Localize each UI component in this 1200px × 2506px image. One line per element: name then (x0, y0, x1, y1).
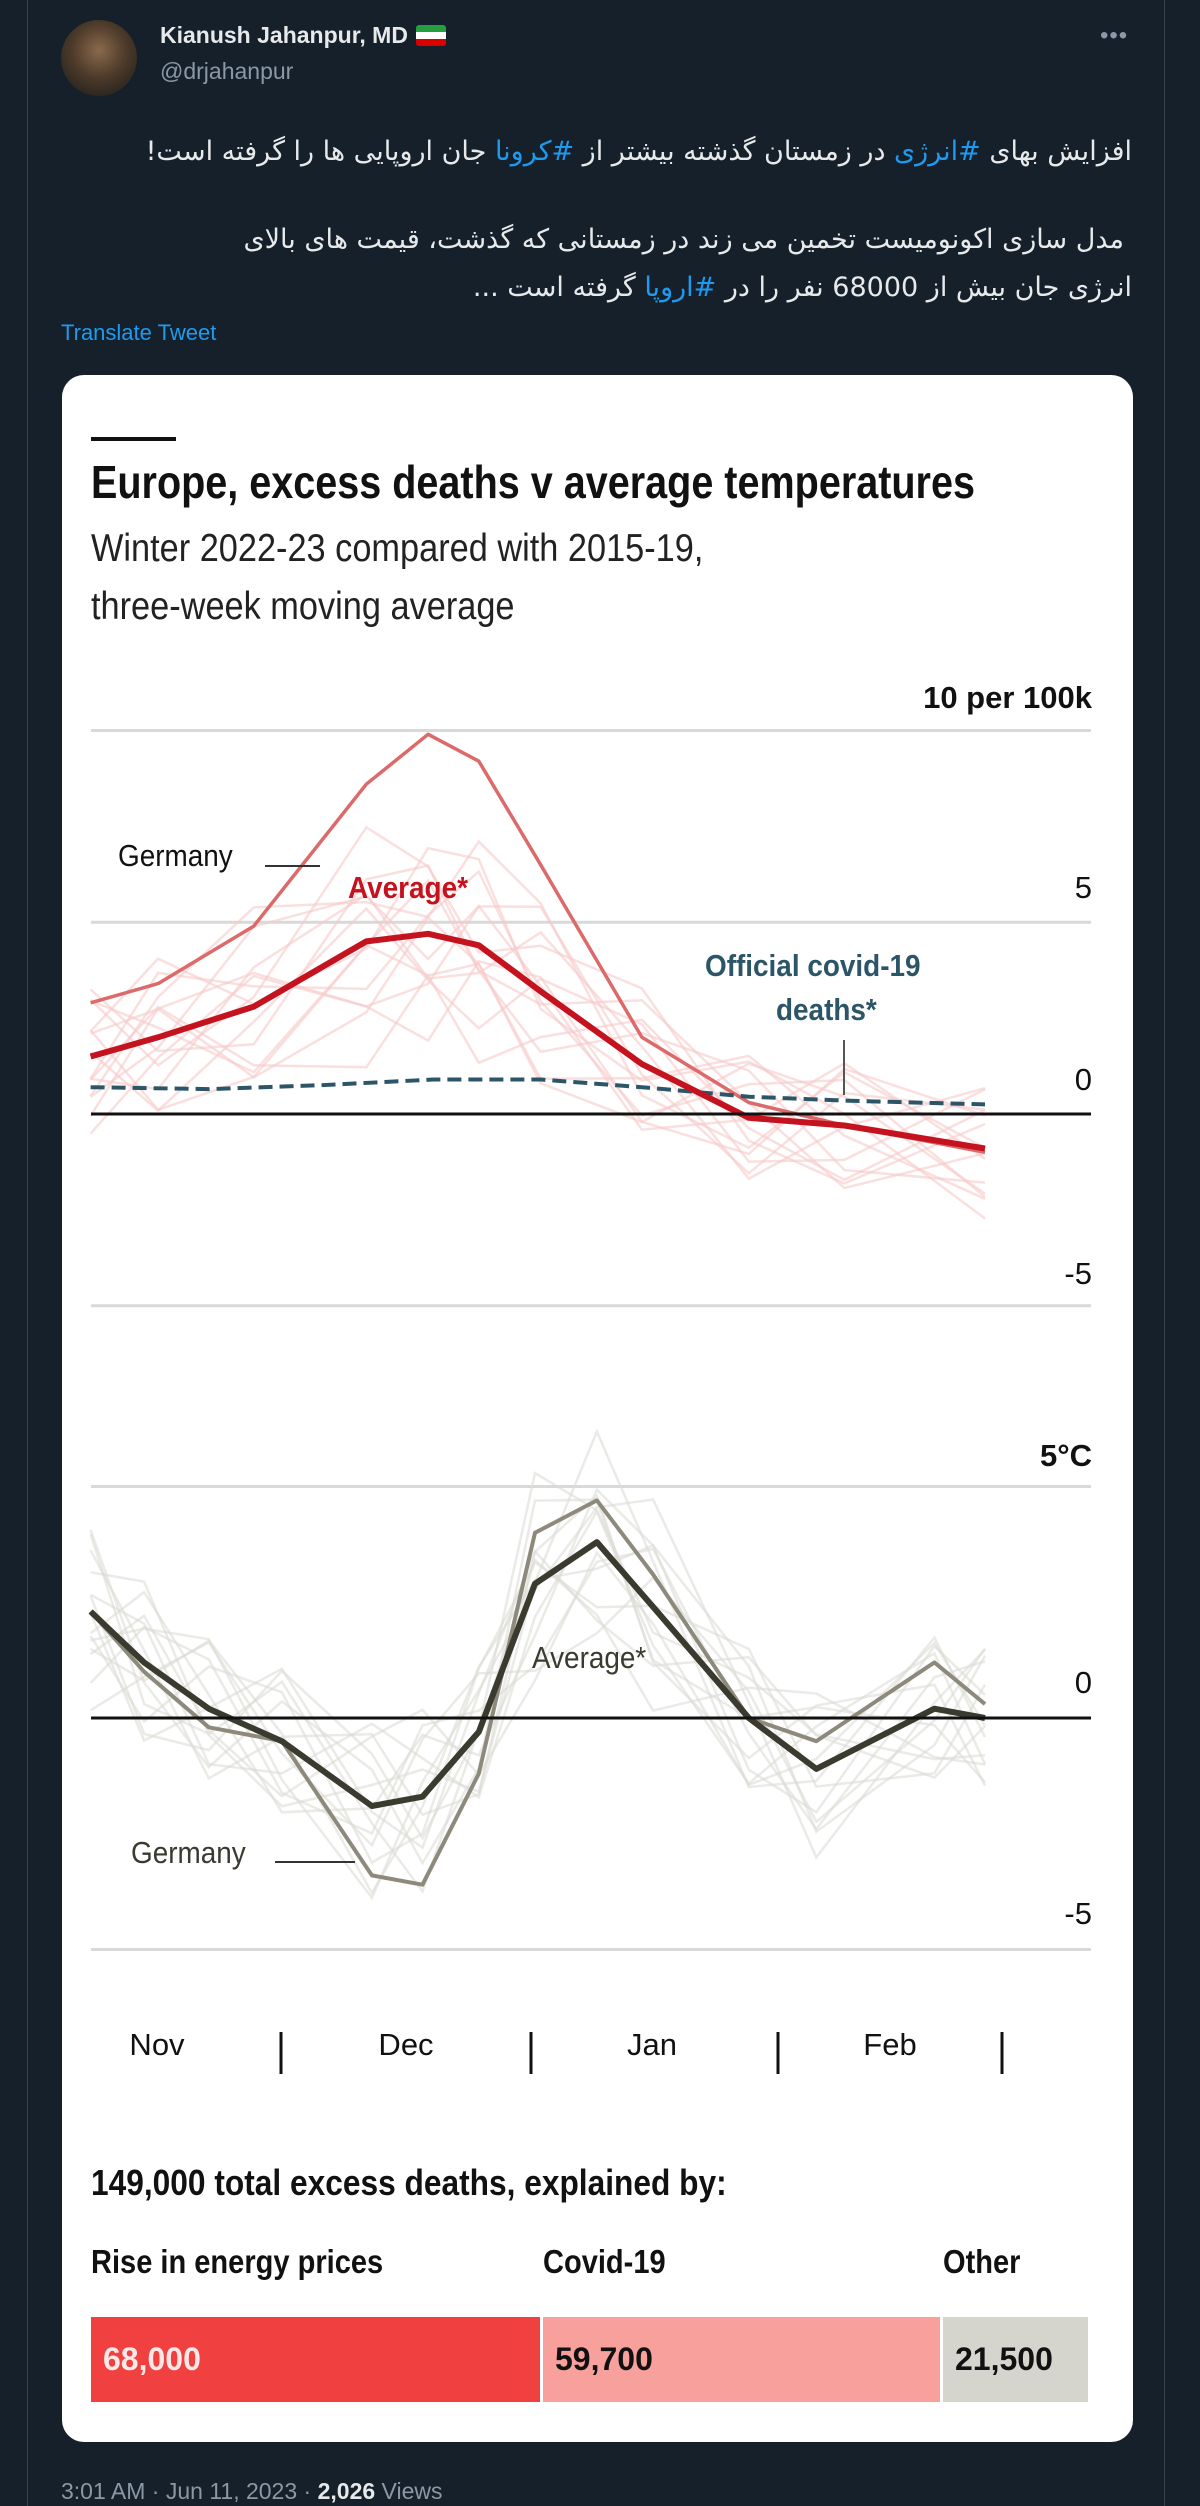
germany-deaths-label: Germany (118, 838, 233, 873)
country-line (90, 1428, 987, 1808)
y-tick-label: 0 (1074, 1062, 1092, 1097)
germany-temp-line (89, 1498, 987, 1887)
summary-heading: 149,000 total excess deaths, explained b… (91, 2162, 727, 2203)
y-tick-label: -5 (1064, 1256, 1092, 1291)
category-energy-label: Rise in energy prices (91, 2243, 384, 2280)
tweet-text-line-3: انرژی جان بیش از 68000 نفر را در #اروپا … (472, 272, 1132, 303)
author-handle[interactable]: @drjahanpur (160, 58, 294, 84)
translate-tweet-link[interactable]: Translate Tweet (61, 320, 217, 345)
country-line (90, 1498, 986, 1901)
chart-title: Europe, excess deaths v average temperat… (91, 456, 975, 508)
covid-label-1: Official covid-19 (705, 948, 921, 983)
germany-temp-label: Germany (131, 1835, 246, 1870)
avatar[interactable] (61, 20, 137, 96)
country-line (89, 1493, 987, 1817)
timeline-border-right (1164, 0, 1165, 2506)
average-deaths-label: Average* (348, 870, 468, 905)
country-line (90, 892, 986, 1181)
average-temp-line (88, 1539, 986, 1809)
category-covid-label: Covid-19 (543, 2243, 666, 2280)
hashtag-link[interactable]: #کرونا (494, 136, 575, 167)
bar-value-label: 21,500 (955, 2341, 1053, 2377)
country-line (89, 846, 986, 1220)
country-line (89, 864, 986, 1190)
y-axis-unit-temp: 5°C (1039, 1438, 1092, 1473)
tweet-text-line-1: افزایش بهای #انرژی در زمستان گذشته بیشتر… (145, 136, 1132, 167)
bar-other: 21,500 (943, 2317, 1088, 2402)
y-tick-label: 5 (1074, 870, 1092, 905)
iran-flag-icon (415, 25, 446, 46)
bar-energy: 68,000 (91, 2317, 540, 2402)
tweet-timestamp[interactable]: 3:01 AM · Jun 11, 2023 · 2,026 Views (61, 2478, 443, 2504)
y-axis-unit-deaths: 10 per 100k (923, 680, 1092, 715)
country-line (89, 1498, 986, 1866)
x-tick-jan: Jan (627, 2027, 677, 2062)
title-accent-bar (91, 437, 176, 441)
views-count: 2,026 (317, 2478, 376, 2504)
chart-image[interactable] (62, 375, 1133, 2442)
country-line (89, 1543, 987, 1896)
bar-value-label: 68,000 (103, 2341, 201, 2377)
category-other-label: Other (943, 2243, 1021, 2280)
country-line (89, 894, 986, 1175)
average-deaths-line (89, 930, 986, 1152)
country-line (89, 869, 986, 1199)
tweet-text-line-2: مدل سازی اکونومیست تخمین می زند در زمستا… (243, 224, 1124, 255)
covid-label-2: deaths* (776, 992, 877, 1027)
average-temp-label: Average* (532, 1640, 647, 1675)
timeline-border-left (27, 0, 28, 2506)
bar-covid: 59,700 (543, 2317, 940, 2402)
bar-value-label: 59,700 (555, 2341, 653, 2377)
chart-subtitle-1: Winter 2022-23 compared with 2015-19, (91, 527, 704, 570)
hashtag-link[interactable]: #انرژی (894, 136, 981, 167)
author-name[interactable]: Kianush Jahanpur, MD (160, 22, 446, 49)
chart-subtitle-2: three-week moving average (91, 585, 515, 628)
country-line (89, 1471, 986, 1894)
x-tick-dec: Dec (378, 2027, 434, 2062)
covid-deaths-line (90, 1077, 986, 1107)
x-tick-feb: Feb (863, 2027, 917, 2062)
y-tick-label: 0 (1074, 1665, 1092, 1700)
germany-deaths-line (90, 732, 986, 1155)
more-dots-icon[interactable]: ••• (1100, 22, 1129, 49)
x-tick-nov: Nov (129, 2027, 185, 2062)
y-tick-label: -5 (1064, 1896, 1092, 1931)
hashtag-link[interactable]: #اروپا (644, 272, 717, 303)
country-line (89, 959, 986, 1156)
